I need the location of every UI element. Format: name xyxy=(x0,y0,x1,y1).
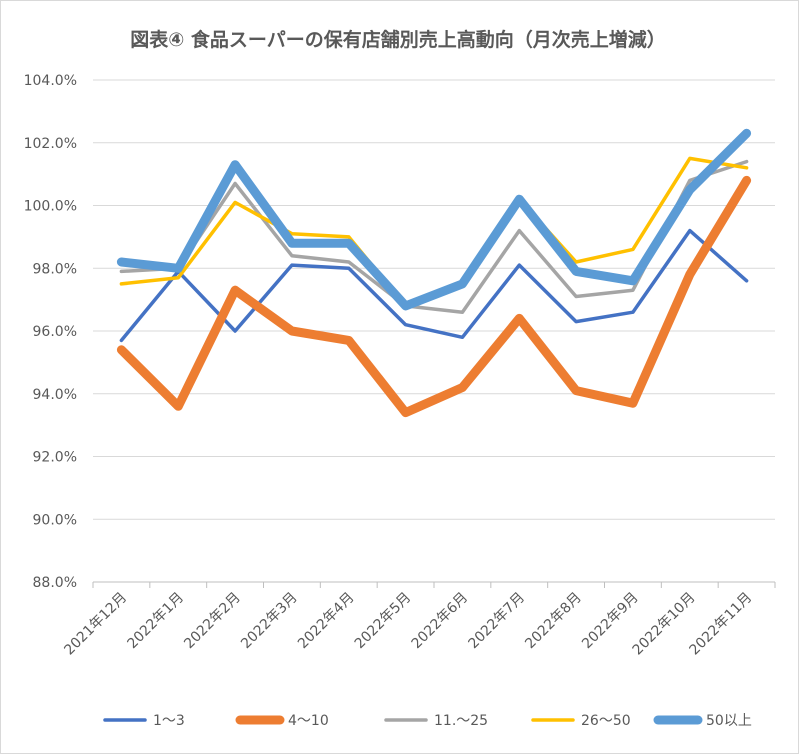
y-tick-label: 102.0% xyxy=(24,136,77,152)
x-tick-label: 2022年1月 xyxy=(124,590,187,653)
chart-title: 図表④ 食品スーパーの保有店舗別売上高動向（月次売上増減） xyxy=(130,28,666,51)
series-line-1 xyxy=(119,228,749,343)
x-tick-label: 2021年12月 xyxy=(61,590,130,659)
x-tick-label: 2022年6月 xyxy=(409,590,472,653)
legend-label: 4〜10 xyxy=(288,713,329,729)
y-tick-label: 100.0% xyxy=(24,199,77,215)
x-tick-label: 2022年5月 xyxy=(352,590,415,653)
legend: 1〜3 4〜10 11.〜25 26〜50 50以上 xyxy=(103,713,752,729)
y-tick-label: 96.0% xyxy=(33,324,77,340)
y-tick-label: 90.0% xyxy=(33,512,77,528)
x-tick-label: 2022年4月 xyxy=(295,590,358,653)
series-line-2 xyxy=(116,175,752,418)
legend-label: 26〜50 xyxy=(581,713,631,729)
x-tick-label: 2022年8月 xyxy=(522,590,585,653)
y-tick-label: 88.0% xyxy=(33,575,77,591)
series-line-5 xyxy=(116,128,752,311)
x-tick-label: 2022年9月 xyxy=(579,590,642,653)
series-lines xyxy=(116,128,752,418)
x-tick-label: 2022年7月 xyxy=(465,590,528,653)
y-tick-label: 92.0% xyxy=(33,450,77,466)
x-tick-label: 2022年2月 xyxy=(181,590,244,653)
legend-label: 1〜3 xyxy=(153,713,185,729)
x-tick-label: 2022年3月 xyxy=(238,590,301,653)
y-tick-label: 94.0% xyxy=(33,387,77,403)
y-axis-ticks: 88.0% 90.0% 92.0% 94.0% 96.0% 98.0% 100.0% 102.… xyxy=(24,73,77,591)
legend-label: 50以上 xyxy=(706,713,752,729)
y-tick-label: 104.0% xyxy=(24,73,77,89)
y-tick-label: 98.0% xyxy=(33,261,77,277)
series-line-3 xyxy=(119,159,749,314)
x-axis-ticks: 2021年12月2022年1月2022年2月2022年3月2022年4月2022… xyxy=(61,582,776,659)
legend-label: 11.〜25 xyxy=(434,713,488,729)
